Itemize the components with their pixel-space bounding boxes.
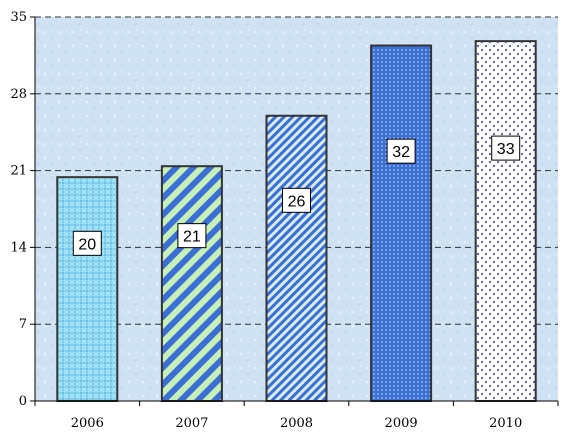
data-label-box xyxy=(491,135,521,161)
data-label: 32 xyxy=(392,144,410,161)
x-tick-label: 2006 xyxy=(71,416,104,431)
data-label: 33 xyxy=(497,141,515,158)
data-label: 21 xyxy=(183,229,201,246)
y-tick-label: 21 xyxy=(10,164,27,179)
y-tick-label: 7 xyxy=(19,317,27,332)
bars xyxy=(56,40,537,402)
x-axis-ticks: 2006 2007 2008 2009 2010 xyxy=(34,401,559,431)
bar-2009 xyxy=(370,44,433,402)
data-label-box xyxy=(177,223,207,249)
y-tick-label: 0 xyxy=(19,394,27,409)
data-label: 20 xyxy=(78,236,96,253)
data-label: 26 xyxy=(288,193,306,210)
y-axis-ticks: 0 7 14 21 28 35 xyxy=(10,10,35,409)
x-tick-label: 2007 xyxy=(175,416,208,431)
x-tick-label: 2009 xyxy=(385,416,418,431)
data-label-box xyxy=(72,230,102,256)
data-labels: 20 21 26 32 33 xyxy=(72,135,521,256)
bar-2008 xyxy=(265,114,328,402)
y-tick-label: 28 xyxy=(10,87,27,102)
data-label-box xyxy=(282,187,311,213)
bar-2007 xyxy=(160,165,223,402)
axes xyxy=(34,17,558,402)
y-tick-label: 35 xyxy=(10,10,27,25)
bar-2006 xyxy=(56,176,119,402)
data-label-box xyxy=(386,138,416,164)
x-tick-label: 2008 xyxy=(280,416,313,431)
bar-2010 xyxy=(474,40,537,402)
x-tick-label: 2010 xyxy=(489,416,522,431)
y-tick-label: 14 xyxy=(10,240,27,255)
